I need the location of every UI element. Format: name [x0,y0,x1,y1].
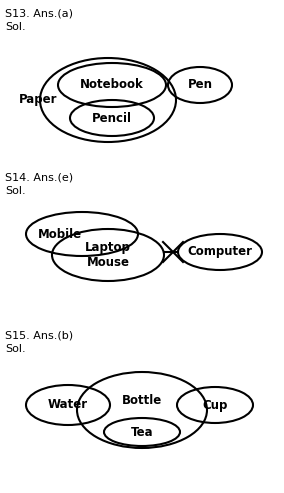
Text: Notebook: Notebook [80,78,144,92]
Text: Mobile: Mobile [38,227,82,241]
Text: Sol.: Sol. [5,186,26,196]
Text: S13. Ans.(a): S13. Ans.(a) [5,8,73,18]
Text: Cup: Cup [202,398,228,412]
Text: Sol.: Sol. [5,22,26,32]
Text: Pen: Pen [187,78,212,92]
Text: Pencil: Pencil [92,111,132,125]
Text: Tea: Tea [131,425,153,438]
Text: Computer: Computer [187,246,252,258]
Text: Paper: Paper [19,94,57,106]
Text: S15. Ans.(b): S15. Ans.(b) [5,330,73,340]
Text: Water: Water [48,398,88,412]
Text: S14. Ans.(e): S14. Ans.(e) [5,172,73,182]
Text: Bottle: Bottle [122,393,162,407]
Text: Laptop
Mouse: Laptop Mouse [85,241,131,269]
Text: Sol.: Sol. [5,344,26,354]
